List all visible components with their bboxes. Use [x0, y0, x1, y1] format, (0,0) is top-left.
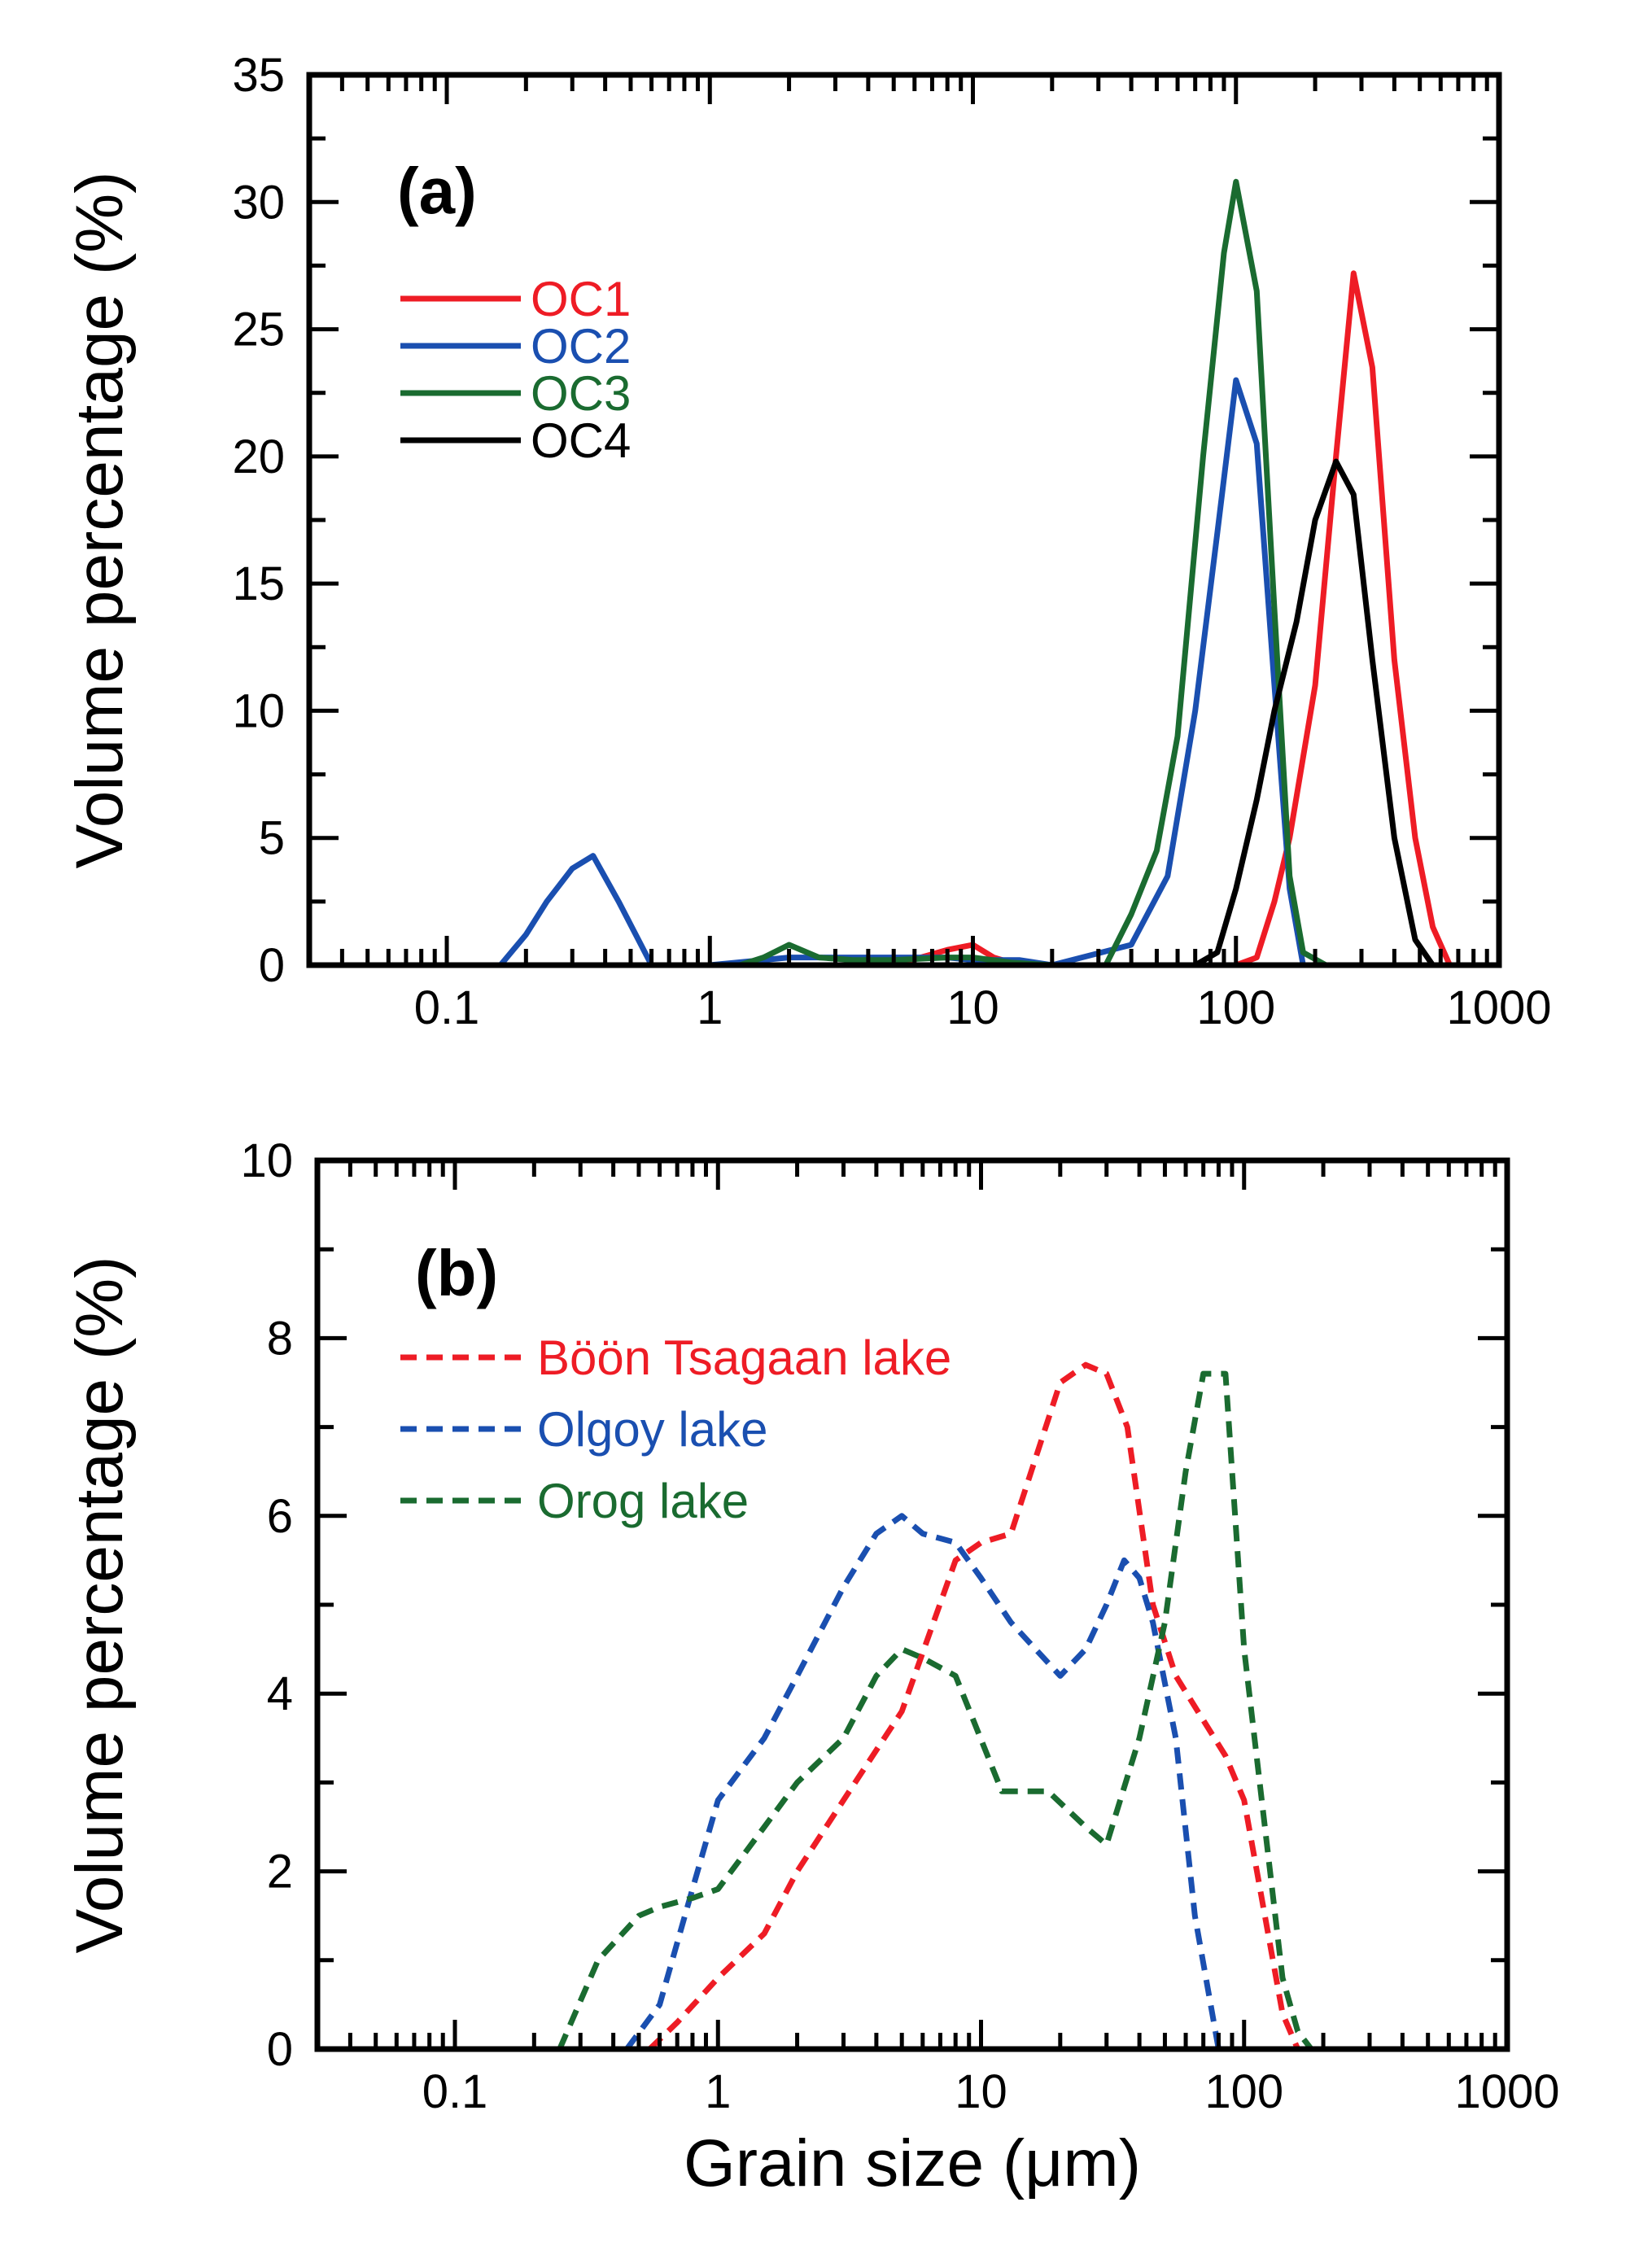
x-ticks [307, 75, 1489, 965]
y-tick-label: 6 [267, 1490, 293, 1543]
x-tick-label: 10 [946, 981, 999, 1034]
series-line-oc1 [605, 270, 1453, 965]
y-tick-label: 0 [259, 939, 285, 992]
y-tick-label: 0 [267, 2023, 293, 2076]
y-ticks [317, 1158, 1507, 2052]
legend: Böön Tsagaan lake Olgoy lake Orog lake [400, 1331, 951, 1528]
series-line-orog-lake [557, 1370, 1314, 2049]
y-tick-label: 2 [267, 1846, 293, 1899]
y-tick-label: 35 [232, 49, 285, 102]
series-lines [557, 1361, 1314, 2049]
series-line-b-n-tsagaan-lake [647, 1361, 1300, 2049]
y-axis-title: Volume percentage (%) [63, 172, 137, 869]
x-tick-label: 0.1 [422, 2065, 488, 2118]
y-tick-label: 10 [232, 684, 285, 737]
plot-frame [306, 72, 1502, 968]
x-tick-label: 0.1 [414, 981, 480, 1034]
y-tick-label: 4 [267, 1667, 293, 1720]
x-tick-label: 1000 [1446, 981, 1551, 1034]
panel-b: 0.1 1 10 100 1000 0 2 4 6 8 10 Volume percentage (%… [63, 1134, 1560, 2200]
y-tick-label: 20 [232, 430, 285, 483]
panel-label: (b) [415, 1237, 498, 1309]
y-tick-label: 30 [232, 176, 285, 229]
legend-label: Böön Tsagaan lake [537, 1331, 951, 1385]
x-tick-label: 100 [1196, 981, 1275, 1034]
legend-label: Olgoy lake [537, 1402, 767, 1457]
legend-label: Orog lake [537, 1474, 749, 1528]
x-tick-label: 1 [705, 2065, 731, 2118]
y-tick-label: 8 [267, 1312, 293, 1365]
series-lines [498, 178, 1453, 965]
x-tick-label: 10 [955, 2065, 1007, 2118]
series-line-oc4 [1193, 458, 1450, 965]
x-tick-label: 100 [1204, 2065, 1283, 2118]
y-axis-title: Volume percentage (%) [63, 1256, 137, 1954]
x-ticks [315, 1160, 1497, 2049]
x-tick-label: 1 [697, 981, 723, 1034]
legend-label: OC4 [531, 413, 631, 468]
x-axis-title: Grain size (μm) [684, 2126, 1141, 2200]
series-line-olgoy-lake [624, 1513, 1222, 2049]
y-ticks [309, 72, 1499, 968]
x-tick-label: 1000 [1454, 2065, 1559, 2118]
y-tick-label: 25 [232, 304, 285, 356]
panel-a: 0.1 1 10 100 1000 0 5 10 15 20 25 30 35 Volume percen… [63, 49, 1552, 1034]
legend-label: OC3 [531, 366, 631, 421]
y-tick-label: 15 [232, 557, 285, 610]
y-tick-label: 5 [259, 812, 285, 865]
legend-label: OC2 [531, 319, 631, 374]
legend-label: OC1 [531, 272, 631, 326]
panel-label: (a) [397, 155, 477, 227]
y-tick-label: 10 [240, 1134, 293, 1187]
series-line-oc3 [739, 178, 1328, 965]
